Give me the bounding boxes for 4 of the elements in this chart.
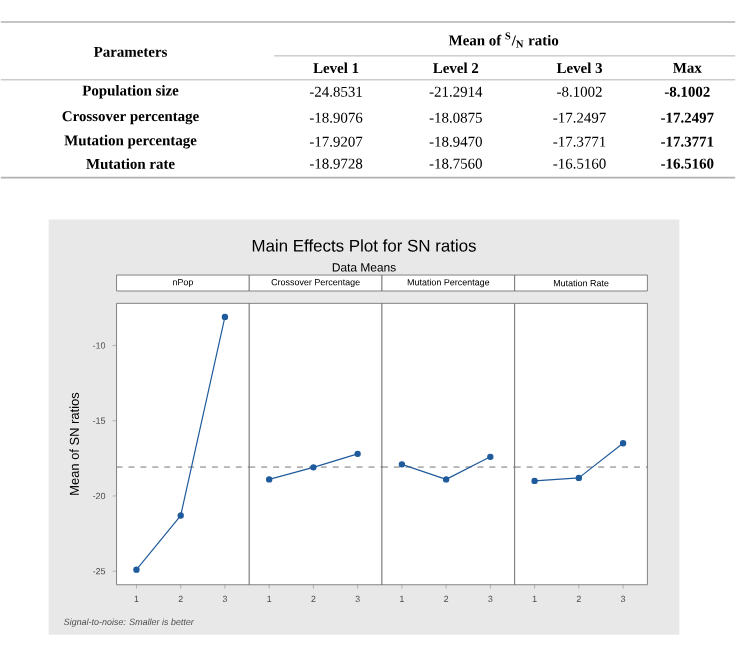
text: Main Effects Plot for SN ratios [252,238,476,252]
point [221,313,229,320]
point [177,512,184,519]
point [133,566,140,573]
